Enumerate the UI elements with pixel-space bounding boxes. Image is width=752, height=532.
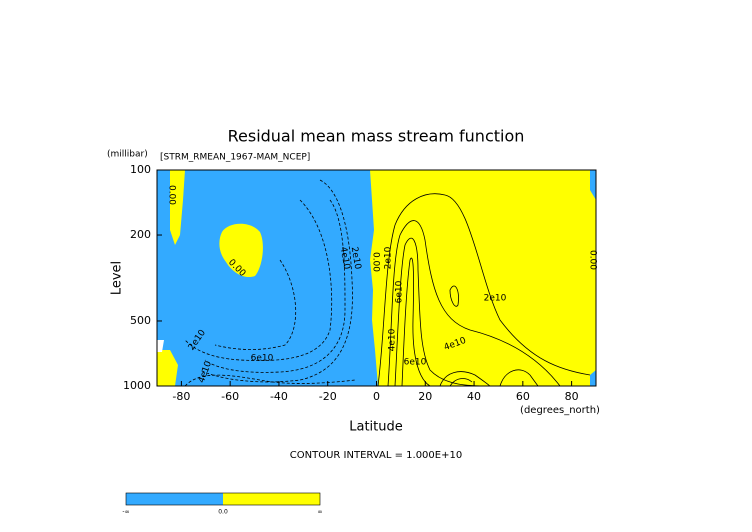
filled-contours: [157, 170, 596, 386]
contour-label: 6e10: [251, 354, 274, 364]
colorbar-label: 0.0: [218, 509, 228, 516]
positive-region: [219, 223, 263, 278]
contour-line: [449, 285, 459, 307]
colorbar-label: -∞: [122, 509, 129, 516]
contour-line: [184, 199, 333, 361]
contour-interval: CONTOUR INTERVAL = 1.000E+10: [290, 450, 462, 461]
x-tick-label: 80: [565, 390, 579, 403]
contour-label: 0.00: [167, 185, 177, 205]
positive-region: [370, 170, 596, 386]
contour-label: 4e10: [388, 328, 398, 351]
x-tick-label: 0: [373, 390, 380, 403]
contour-line: [184, 374, 356, 386]
x-tick-label: -20: [319, 390, 337, 403]
contour-line: [204, 199, 346, 373]
colorbar-negative: [126, 493, 223, 505]
x-tick-label: 40: [467, 390, 481, 403]
contour-line: [499, 369, 539, 386]
colorbar-frame: [125, 492, 321, 506]
colorbar-positive: [223, 493, 320, 505]
x-tick-label: 60: [516, 390, 530, 403]
x-tick-label: -80: [172, 390, 190, 403]
colorbar-label: ∞: [318, 509, 323, 516]
y-tick-label: 1000: [123, 379, 151, 392]
y-units: (millibar): [107, 150, 148, 160]
y-tick-label: 500: [130, 314, 151, 327]
contour-line: [439, 371, 491, 386]
y-axis-title: Level: [110, 261, 125, 295]
contour-label: 6e10: [395, 280, 405, 303]
x-axis-title: Latitude: [349, 420, 403, 435]
chart-subtitle: [STRM_RMEAN_1967-MAM_NCEP]: [160, 153, 310, 163]
contour-line: [387, 220, 561, 386]
contour-label: 0.00: [371, 252, 381, 272]
contour-line: [377, 193, 591, 386]
missing-region: [157, 340, 164, 352]
contour-lines: [184, 179, 591, 386]
contour-line: [401, 257, 431, 386]
contour-line: [449, 378, 473, 386]
contour-label: 2e10: [349, 246, 363, 270]
contour-label: 0.00: [588, 250, 598, 270]
positive-region: [157, 350, 178, 386]
x-tick-label: 20: [418, 390, 432, 403]
positive-region: [170, 170, 185, 245]
y-tick-label: 200: [130, 228, 151, 241]
contour-label: 2e10: [484, 294, 507, 304]
y-tick-label: 100: [130, 163, 151, 176]
contour-line: [394, 237, 491, 386]
contour-label: 4e10: [338, 246, 352, 270]
contour-label: 6e10: [404, 358, 427, 368]
x-units: (degrees_north): [520, 405, 600, 416]
x-tick-label: -40: [270, 390, 288, 403]
contour-line: [214, 259, 297, 350]
chart-title: Residual mean mass stream function: [228, 127, 525, 146]
x-tick-label: -60: [221, 390, 239, 403]
contour-label: 2e10: [384, 246, 394, 269]
